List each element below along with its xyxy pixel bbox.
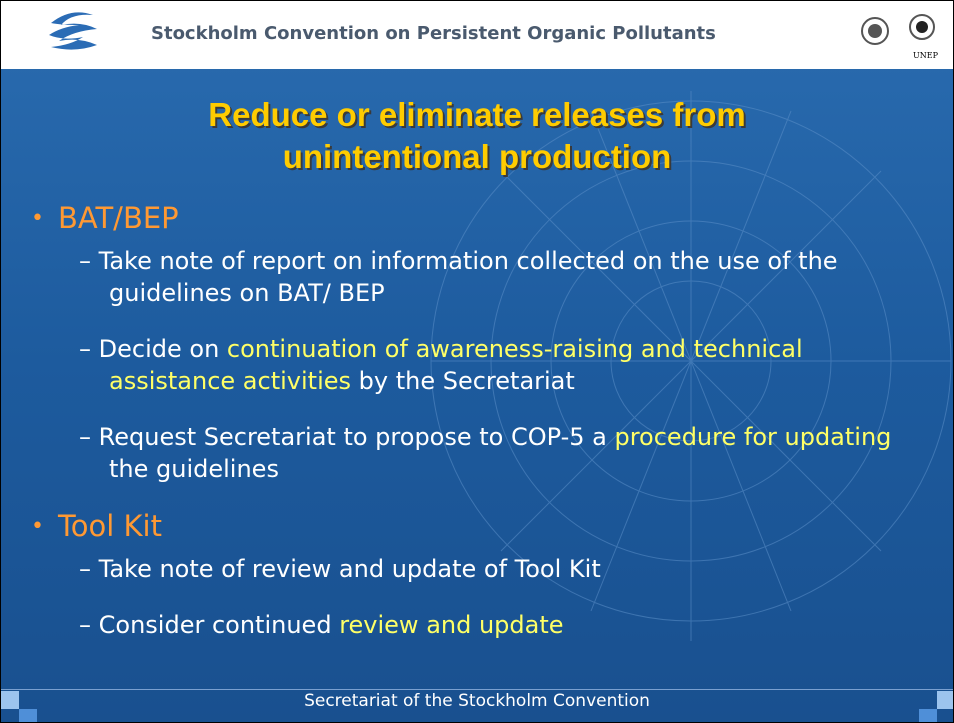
item-text: the guidelines <box>109 455 279 483</box>
item-text: Decide on <box>98 335 227 363</box>
highlight-text: review and update <box>339 611 564 639</box>
sub-item: Take note of review and update of Tool K… <box>79 553 929 585</box>
header: Stockholm Convention on Persistent Organ… <box>1 1 953 69</box>
item-text: by the Secretariat <box>351 367 575 395</box>
footer: Secretariat of the Stockholm Convention <box>1 689 953 722</box>
bullet: Tool Kit <box>31 509 941 543</box>
title-line: unintentional production <box>282 138 672 175</box>
bullet: BAT/BEP <box>31 201 941 235</box>
highlight-text: continuation of awareness-raising and te… <box>109 335 803 395</box>
sub-item: Take note of report on information colle… <box>79 245 929 309</box>
sub-item: Decide on continuation of awareness-rais… <box>79 333 929 397</box>
logo-text: UNEP <box>913 51 938 60</box>
item-text: Consider continued <box>98 611 340 639</box>
sub-item: Request Secretariat to propose to COP-5 … <box>79 421 929 485</box>
highlight-text: procedure for updating <box>614 423 892 451</box>
header-title: Stockholm Convention on Persistent Organ… <box>151 23 716 44</box>
logos <box>49 12 935 50</box>
title-line: Reduce or eliminate releases from <box>208 96 746 133</box>
bullet-list: BAT/BEP Take note of report on informatio… <box>31 201 941 665</box>
item-text: Take note of review and update of Tool K… <box>98 555 601 583</box>
sub-item: Consider continued review and update <box>79 609 929 641</box>
slide-title: Reduce or eliminate releases from uninten… <box>1 94 953 178</box>
item-text: Take note of report on information colle… <box>98 247 838 307</box>
item-text: Request Secretariat to propose to COP-5 … <box>98 423 615 451</box>
